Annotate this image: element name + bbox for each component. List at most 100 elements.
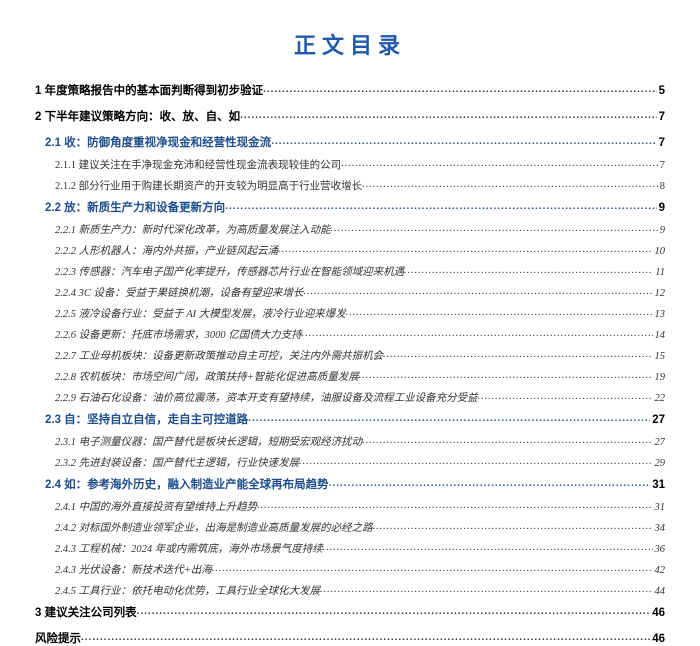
toc-entry-label: 2.4.1 中国的海外直接投资有望维持上升趋势 <box>55 499 257 514</box>
toc-entry-label: 2.2.6 设备更新：托底市场需求，3000 亿国债大力支持 <box>55 327 302 342</box>
toc-entry-page: 42 <box>653 565 666 576</box>
toc-dots <box>263 84 657 94</box>
toc-entry: 2.3.2 先进封装设备：国产替代主逻辑，行业快速发展 29 <box>35 455 665 470</box>
toc-entry: 2.2.1 新质生产力：新时代深化改革，为高质量发展注入动能 9 <box>35 222 665 237</box>
toc-entry-page: 9 <box>658 225 665 236</box>
toc-dots <box>359 370 653 380</box>
toc-entry-label: 2.4.3 光伏设备：新技术迭代+出海 <box>55 562 212 577</box>
toc-entry-label: 2.2.4 3C 设备：受益于果链换机潮，设备有望迎来增长 <box>55 285 304 300</box>
toc-dots <box>278 244 652 254</box>
toc-entry-label: 2.3.2 先进封装设备：国产替代主逻辑，行业快速发展 <box>55 455 299 470</box>
toc-entry: 2.2.2 人形机器人：海内外共振，产业链风起云涌 10 <box>35 243 665 258</box>
toc-entry-label: 2 下半年建议策略方向：收、放、自、如 <box>35 108 240 124</box>
toc-entry-page: 46 <box>650 607 665 619</box>
toc-entry-page: 13 <box>653 309 666 320</box>
toc-entry-page: 29 <box>653 458 666 469</box>
toc-entry-label: 风险提示 <box>35 630 81 646</box>
toc-entry-label: 2.2 放：新质生产力和设备更新方向 <box>45 199 225 215</box>
toc-dots <box>302 328 653 338</box>
toc-entry: 2.4.1 中国的海外直接投资有望维持上升趋势 31 <box>35 499 665 514</box>
toc-entry-page: 7 <box>658 160 665 171</box>
toc-entry-label: 2.3 自：坚持自立自信，走自主可控道路 <box>45 411 248 427</box>
toc-entry: 2.4.3 工程机械：2024 年或内需筑底，海外市场景气度持续 36 <box>35 541 665 556</box>
toc-dots <box>304 286 653 296</box>
toc-dots <box>362 435 652 445</box>
toc-entry: 2.4 如：参考海外历史，融入制造业产能全球再布局趋势 31 <box>35 476 665 492</box>
toc-dots <box>257 500 652 510</box>
toc-entry: 3 建议关注公司列表 46 <box>35 604 665 620</box>
toc-entry-page: 7 <box>657 111 665 123</box>
toc-dots <box>383 349 652 359</box>
toc-title: 正文目录 <box>35 28 665 60</box>
toc-entry-page: 15 <box>653 351 666 362</box>
toc-entry: 2.4.5 工具行业：依托电动化优势，工具行业全球化大发展44 <box>35 583 665 598</box>
toc-entry: 1 年度策略报告中的基本面判断得到初步验证5 <box>35 82 665 98</box>
toc-entry-label: 2.2.7 工业母机板块：设备更新政策推动自主可控，关注内外需共振机会 <box>55 348 383 363</box>
toc-entry-label: 2.2.1 新质生产力：新时代深化改革，为高质量发展注入动能 <box>55 222 331 237</box>
toc-entry: 2.3 自：坚持自立自信，走自主可控道路 27 <box>35 411 665 427</box>
toc-entry: 2.2.6 设备更新：托底市场需求，3000 亿国债大力支持 14 <box>35 327 665 342</box>
toc-entry: 2.4.2 对标国外制造业领军企业，出海是制造业高质量发展的必经之路 34 <box>35 520 665 535</box>
toc-entry-page: 27 <box>650 414 665 426</box>
toc-entry-page: 34 <box>653 523 666 534</box>
toc-dots <box>299 456 652 466</box>
toc-entry: 2.2.9 石油石化设备：油价高位震荡，资本开支有望持续，油服设备及流程工业设备… <box>35 390 665 405</box>
toc-entry: 2 下半年建议策略方向：收、放、自、如 7 <box>35 108 665 124</box>
toc-dots <box>320 584 652 594</box>
toc-entry-label: 2.1.2 部分行业用于购建长期资产的开支较为明显高于行业营收增长 <box>55 178 362 193</box>
toc-entry: 2.2.3 传感器：汽车电子国产化率提升，传感器芯片行业在智能领域迎来机遇11 <box>35 264 665 279</box>
toc-entry-page: 46 <box>650 633 665 645</box>
toc-entry-page: 9 <box>657 202 665 214</box>
toc-dots <box>329 478 651 488</box>
toc-entry-page: 31 <box>650 479 665 491</box>
toc-entry-page: 12 <box>653 288 666 299</box>
toc-entry-page: 22 <box>653 393 666 404</box>
toc-entry-label: 2.1 收：防御角度重视净现金和经营性现金流 <box>45 134 271 150</box>
toc-entry-label: 2.2.8 农机板块：市场空间广阔，政策扶持+智能化促进高质量发展 <box>55 369 359 384</box>
toc-entry-label: 2.1.1 建议关注在手净现金充沛和经营性现金流表现较佳的公司 <box>55 157 341 172</box>
toc-entry-page: 8 <box>658 181 665 192</box>
toc-dots <box>362 179 658 189</box>
toc-dots <box>212 563 653 573</box>
toc-entry-page: 27 <box>653 437 666 448</box>
toc-dots <box>240 110 657 120</box>
toc-entry: 2.1 收：防御角度重视净现金和经营性现金流 7 <box>35 134 665 150</box>
toc-entry-page: 31 <box>653 502 666 513</box>
toc-entry: 风险提示 46 <box>35 630 665 646</box>
toc-dots <box>81 632 650 642</box>
toc-entry-label: 2.3.1 电子测量仪器：国产替代是板块长逻辑，短期受宏观经济扰动 <box>55 434 362 449</box>
toc-entry: 2.2.4 3C 设备：受益于果链换机潮，设备有望迎来增长 12 <box>35 285 665 300</box>
toc-entry: 2.2.7 工业母机板块：设备更新政策推动自主可控，关注内外需共振机会 15 <box>35 348 665 363</box>
toc-entry-label: 2.4.2 对标国外制造业领军企业，出海是制造业高质量发展的必经之路 <box>55 520 373 535</box>
toc-entry: 2.1.2 部分行业用于购建长期资产的开支较为明显高于行业营收增长 8 <box>35 178 665 193</box>
toc-dots <box>341 158 658 168</box>
toc-entry-label: 2.4.3 工程机械：2024 年或内需筑底，海外市场景气度持续 <box>55 541 323 556</box>
toc-entry-page: 10 <box>653 246 666 257</box>
toc-dots <box>248 413 650 423</box>
toc-entry-page: 36 <box>653 544 666 555</box>
toc-entry-page: 11 <box>653 267 665 278</box>
toc-entry-page: 5 <box>657 85 665 97</box>
toc-dots <box>331 223 658 233</box>
toc-dots <box>404 265 653 275</box>
toc-dots <box>373 521 653 531</box>
toc-entry-label: 2.4 如：参考海外历史，融入制造业产能全球再布局趋势 <box>45 476 329 492</box>
toc-entry-label: 2.2.2 人形机器人：海内外共振，产业链风起云涌 <box>55 243 278 258</box>
toc-dots <box>323 542 653 552</box>
toc-entry: 2.4.3 光伏设备：新技术迭代+出海 42 <box>35 562 665 577</box>
toc-entry: 2.3.1 电子测量仪器：国产替代是板块长逻辑，短期受宏观经济扰动 27 <box>35 434 665 449</box>
toc-entry-page: 14 <box>653 330 666 341</box>
toc-entry: 2.2.8 农机板块：市场空间广阔，政策扶持+智能化促进高质量发展19 <box>35 369 665 384</box>
toc-dots <box>478 391 653 401</box>
toc-dots <box>225 201 656 211</box>
toc-dots <box>137 606 651 616</box>
toc-entry-page: 7 <box>657 137 665 149</box>
toc-entry: 2.2 放：新质生产力和设备更新方向 9 <box>35 199 665 215</box>
toc-entry: 2.1.1 建议关注在手净现金充沛和经营性现金流表现较佳的公司 7 <box>35 157 665 172</box>
toc-entry-label: 2.4.5 工具行业：依托电动化优势，工具行业全球化大发展 <box>55 583 320 598</box>
toc-container: 1 年度策略报告中的基本面判断得到初步验证5 2 下半年建议策略方向：收、放、自、… <box>35 82 665 646</box>
toc-entry-label: 2.2.9 石油石化设备：油价高位震荡，资本开支有望持续，油服设备及流程工业设备… <box>55 390 478 405</box>
toc-entry-label: 2.2.5 液冷设备行业：受益于 AI 大模型发展，液冷行业迎来爆发 <box>55 306 346 321</box>
toc-entry-label: 3 建议关注公司列表 <box>35 604 137 620</box>
toc-dots <box>271 136 656 146</box>
